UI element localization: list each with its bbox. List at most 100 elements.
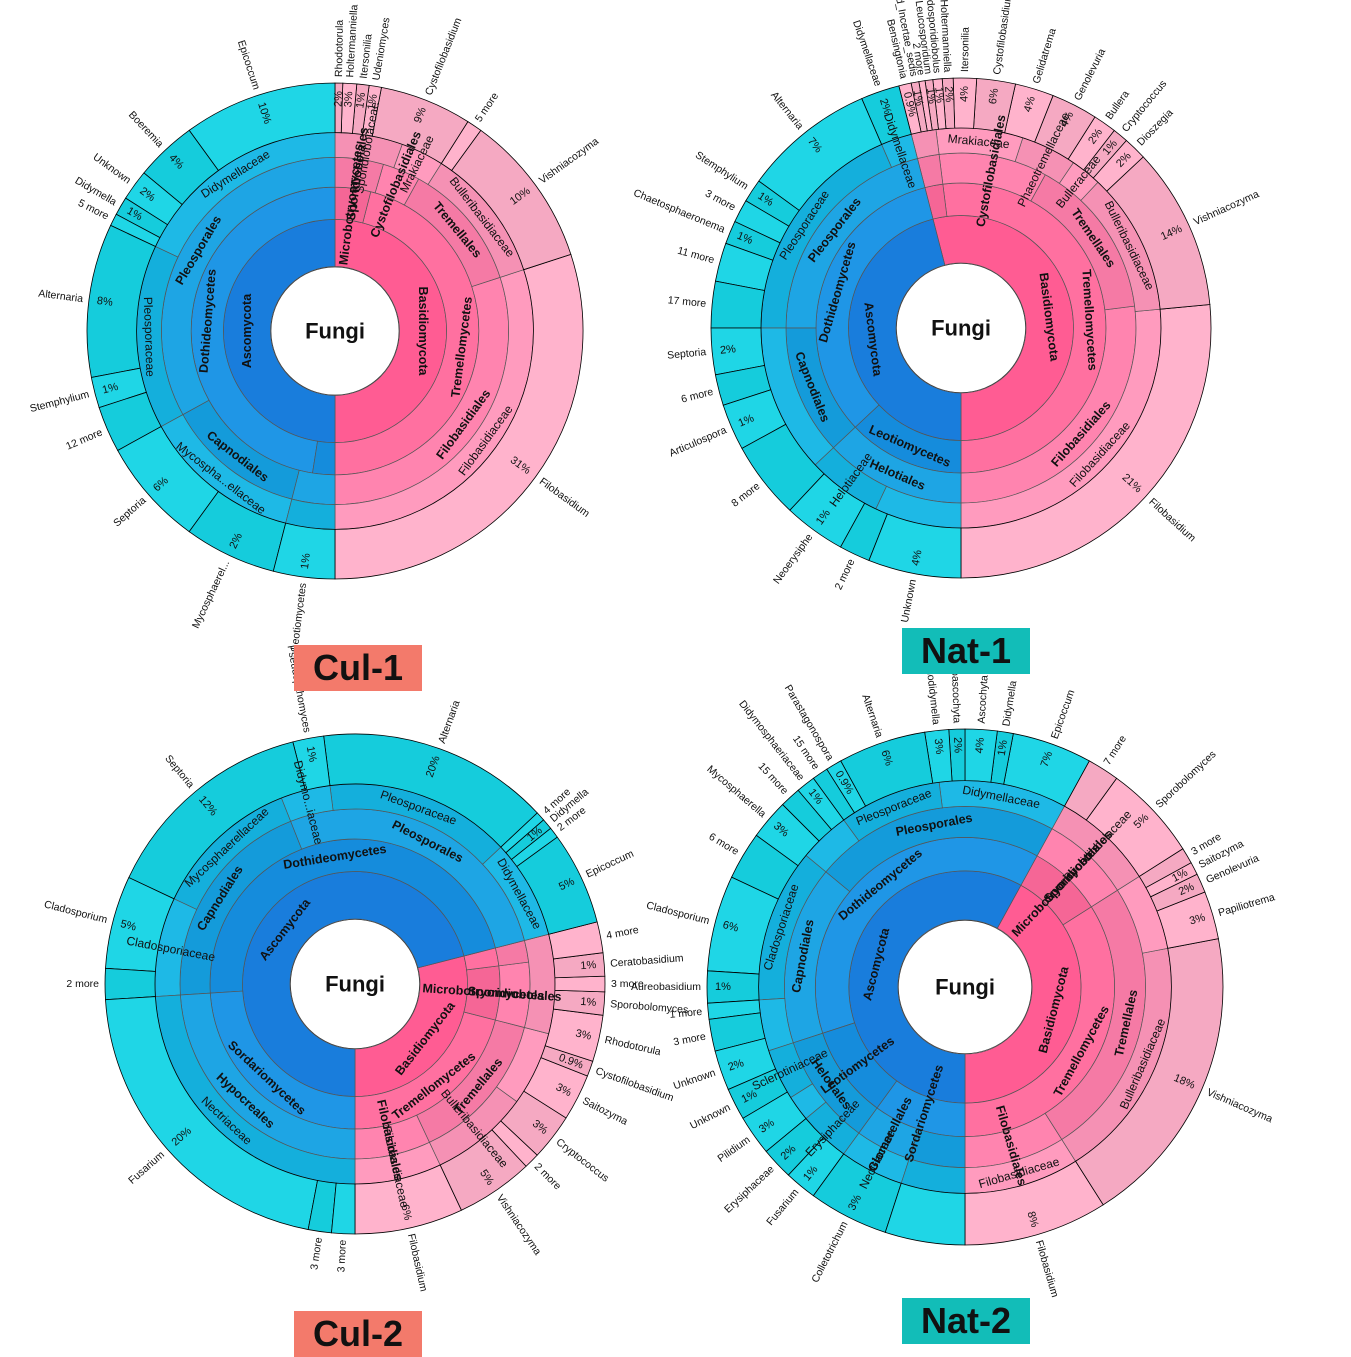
taxon-label-cladosporium: Cladosporium — [645, 899, 711, 927]
taxon-label-epicoccum: Epicoccum — [1049, 688, 1078, 741]
percent-label: 9% — [412, 105, 429, 124]
taxon-label-udeniomyces: Udeniomyces — [370, 17, 392, 82]
center-circle — [290, 919, 420, 1049]
percent-label: 4% — [1022, 95, 1038, 114]
taxon-label-3-more: 3 more — [672, 1031, 707, 1049]
segment-unknown — [868, 513, 962, 579]
taxon-label-rhodotorula: Rhodotorula — [604, 1034, 663, 1058]
percent-label: 4% — [910, 549, 925, 567]
taxon-label-vishniacozyma: Vishniacozyma — [537, 135, 601, 186]
taxon-label-epicoccum: Epicoccum — [584, 848, 636, 881]
taxon-label-unknown: Unknown — [899, 578, 919, 623]
taxon-label-leotiomycetes: Leotiomycetes — [289, 582, 309, 651]
center-circle — [270, 266, 400, 396]
segment-label-sporidiobolales: Sporidiobolales — [467, 984, 562, 1004]
taxon-label-2-more: 2 more — [532, 1161, 564, 1193]
taxon-label-4-more: 4 more — [605, 924, 640, 942]
taxon-label-7-more: 7 more — [1101, 733, 1129, 767]
percent-label: 6% — [878, 749, 895, 768]
segment-label-mrakiaceae: Mrakiaceae — [947, 131, 1010, 151]
taxon-label-cystofilobasidium: Cystofilobasidium — [991, 0, 1015, 75]
sunburst-nat-2: BasidiomycotaAscomycotaTremellomycetesMi… — [631, 655, 1276, 1299]
percent-label: 1% — [580, 959, 597, 972]
percent-label: 1% — [924, 87, 938, 105]
taxon-label-2-more: 2 more — [833, 557, 858, 592]
taxon-label-stemphylium: Stemphylium — [29, 388, 91, 415]
taxon-label-articulospora: Articulospora — [667, 424, 728, 459]
taxon-label-itersonilia: Itersonilia — [959, 27, 972, 72]
segment-2-more — [104, 967, 156, 1001]
segment-label-tremellomycetes: Tremellomycetes — [1079, 269, 1099, 371]
center-label: Fungi — [931, 316, 991, 341]
taxon-label-cryptococcus: Cryptococcus — [554, 1136, 612, 1184]
percent-label: 1% — [737, 412, 757, 429]
taxon-label-11-more: 11 more — [676, 245, 716, 267]
taxon-label-filobasidium: Filobasidium — [405, 1233, 430, 1293]
percent-label: 7% — [1039, 750, 1056, 769]
percent-label: 1% — [354, 92, 368, 109]
taxon-label-colletotrichum: Colletotrichum — [809, 1219, 850, 1284]
segment-asco — [884, 1182, 966, 1246]
taxon-label-rhodotorula: Rhodotorula — [333, 20, 346, 78]
taxon-label-3-more: 3 more — [703, 188, 738, 214]
taxon-label-septoria: Septoria — [111, 494, 148, 529]
sunburst-cul-2: BasidiomycotaAscomycotaTremellomycetesMi… — [43, 644, 689, 1293]
taxon-label-vishniacozyma: Vishniacozyma — [1205, 1086, 1275, 1125]
taxon-label-unknown: Unknown — [688, 1101, 733, 1132]
taxon-label-alternaria: Alternaria — [436, 699, 463, 745]
percent-label: 1% — [911, 89, 926, 107]
taxon-label-fusarium: Fusarium — [764, 1186, 801, 1228]
segment-label-ascomycota: Ascomycota — [240, 293, 254, 368]
percent-label: 1% — [715, 981, 731, 993]
center-circle — [896, 263, 1026, 393]
percent-label: 4% — [959, 86, 971, 102]
percent-label: 1% — [932, 87, 945, 104]
segment-itersonilia — [952, 77, 978, 129]
taxon-label-aureobasidium: Aureobasidium — [631, 981, 701, 993]
taxon-label-6-more: 6 more — [680, 386, 715, 406]
segment-label-pleosporaceae: Pleosporaceae — [141, 297, 158, 378]
percent-label: 1% — [304, 745, 319, 763]
segment-leotiomycetes — [272, 522, 336, 580]
percent-label: 2% — [720, 343, 737, 356]
percent-label: 2% — [727, 1057, 746, 1074]
taxon-label-cystofilobasidium: Cystofilobasidium — [594, 1065, 676, 1104]
taxon-label-8-more: 8 more — [729, 480, 762, 510]
taxon-label-ceratobasidium: Ceratobasidium — [610, 952, 685, 970]
taxon-label-mycosphaerel: Mycosphaerel... — [190, 558, 232, 630]
segment-filobasidium — [334, 253, 584, 580]
percent-label: 3% — [1188, 911, 1207, 927]
taxon-label-12-more: 12 more — [64, 426, 104, 452]
taxon-label-alternaria: Alternaria — [38, 288, 84, 306]
taxon-label-3-more: 3 more — [335, 1239, 349, 1272]
percent-label: 1% — [366, 93, 380, 111]
taxon-label-6-more: 6 more — [707, 831, 741, 858]
taxon-label-alternaria: Alternaria — [859, 693, 885, 740]
taxon-label-3-more: 3 more — [308, 1236, 325, 1270]
center-label: Fungi — [305, 319, 365, 344]
taxon-label-didymellaceae: Didymellaceae — [850, 19, 884, 88]
segment-3-more — [331, 1182, 356, 1235]
taxon-label-vishniacozyma: Vishniacozyma — [1192, 188, 1261, 228]
taxon-label-filobasidium: Filobasidium — [1146, 496, 1198, 545]
percent-label: 1% — [996, 739, 1010, 757]
taxon-label-boeremia: Boeremia — [126, 109, 166, 150]
taxon-label-1-more: 1 more — [669, 1006, 703, 1021]
percent-label: 2% — [877, 97, 894, 116]
percent-label: 3% — [932, 738, 946, 755]
percent-label: 3% — [574, 1027, 592, 1042]
percent-label: 8% — [96, 295, 113, 309]
taxon-label-stemphylium: Stemphylium — [693, 149, 751, 192]
sample-label-nat-2: Nat-2 — [902, 1298, 1030, 1344]
segment-label-basidiomycota: Basidiomycota — [416, 287, 430, 377]
taxon-label-holtermanniella: Holtermanniella — [344, 4, 360, 78]
taxon-label-vishniacozyma: Vishniacozyma — [494, 1192, 544, 1257]
percent-label: 1% — [735, 230, 754, 247]
segment-3-more — [554, 975, 606, 993]
percent-label: 5% — [119, 918, 138, 934]
center-circle — [898, 920, 1032, 1054]
sample-label-cul-1: Cul-1 — [294, 645, 422, 691]
taxon-label-cystofilobasidium: Cystofilobasidium — [423, 16, 465, 97]
taxon-label-2-more: 2 more — [66, 978, 99, 990]
